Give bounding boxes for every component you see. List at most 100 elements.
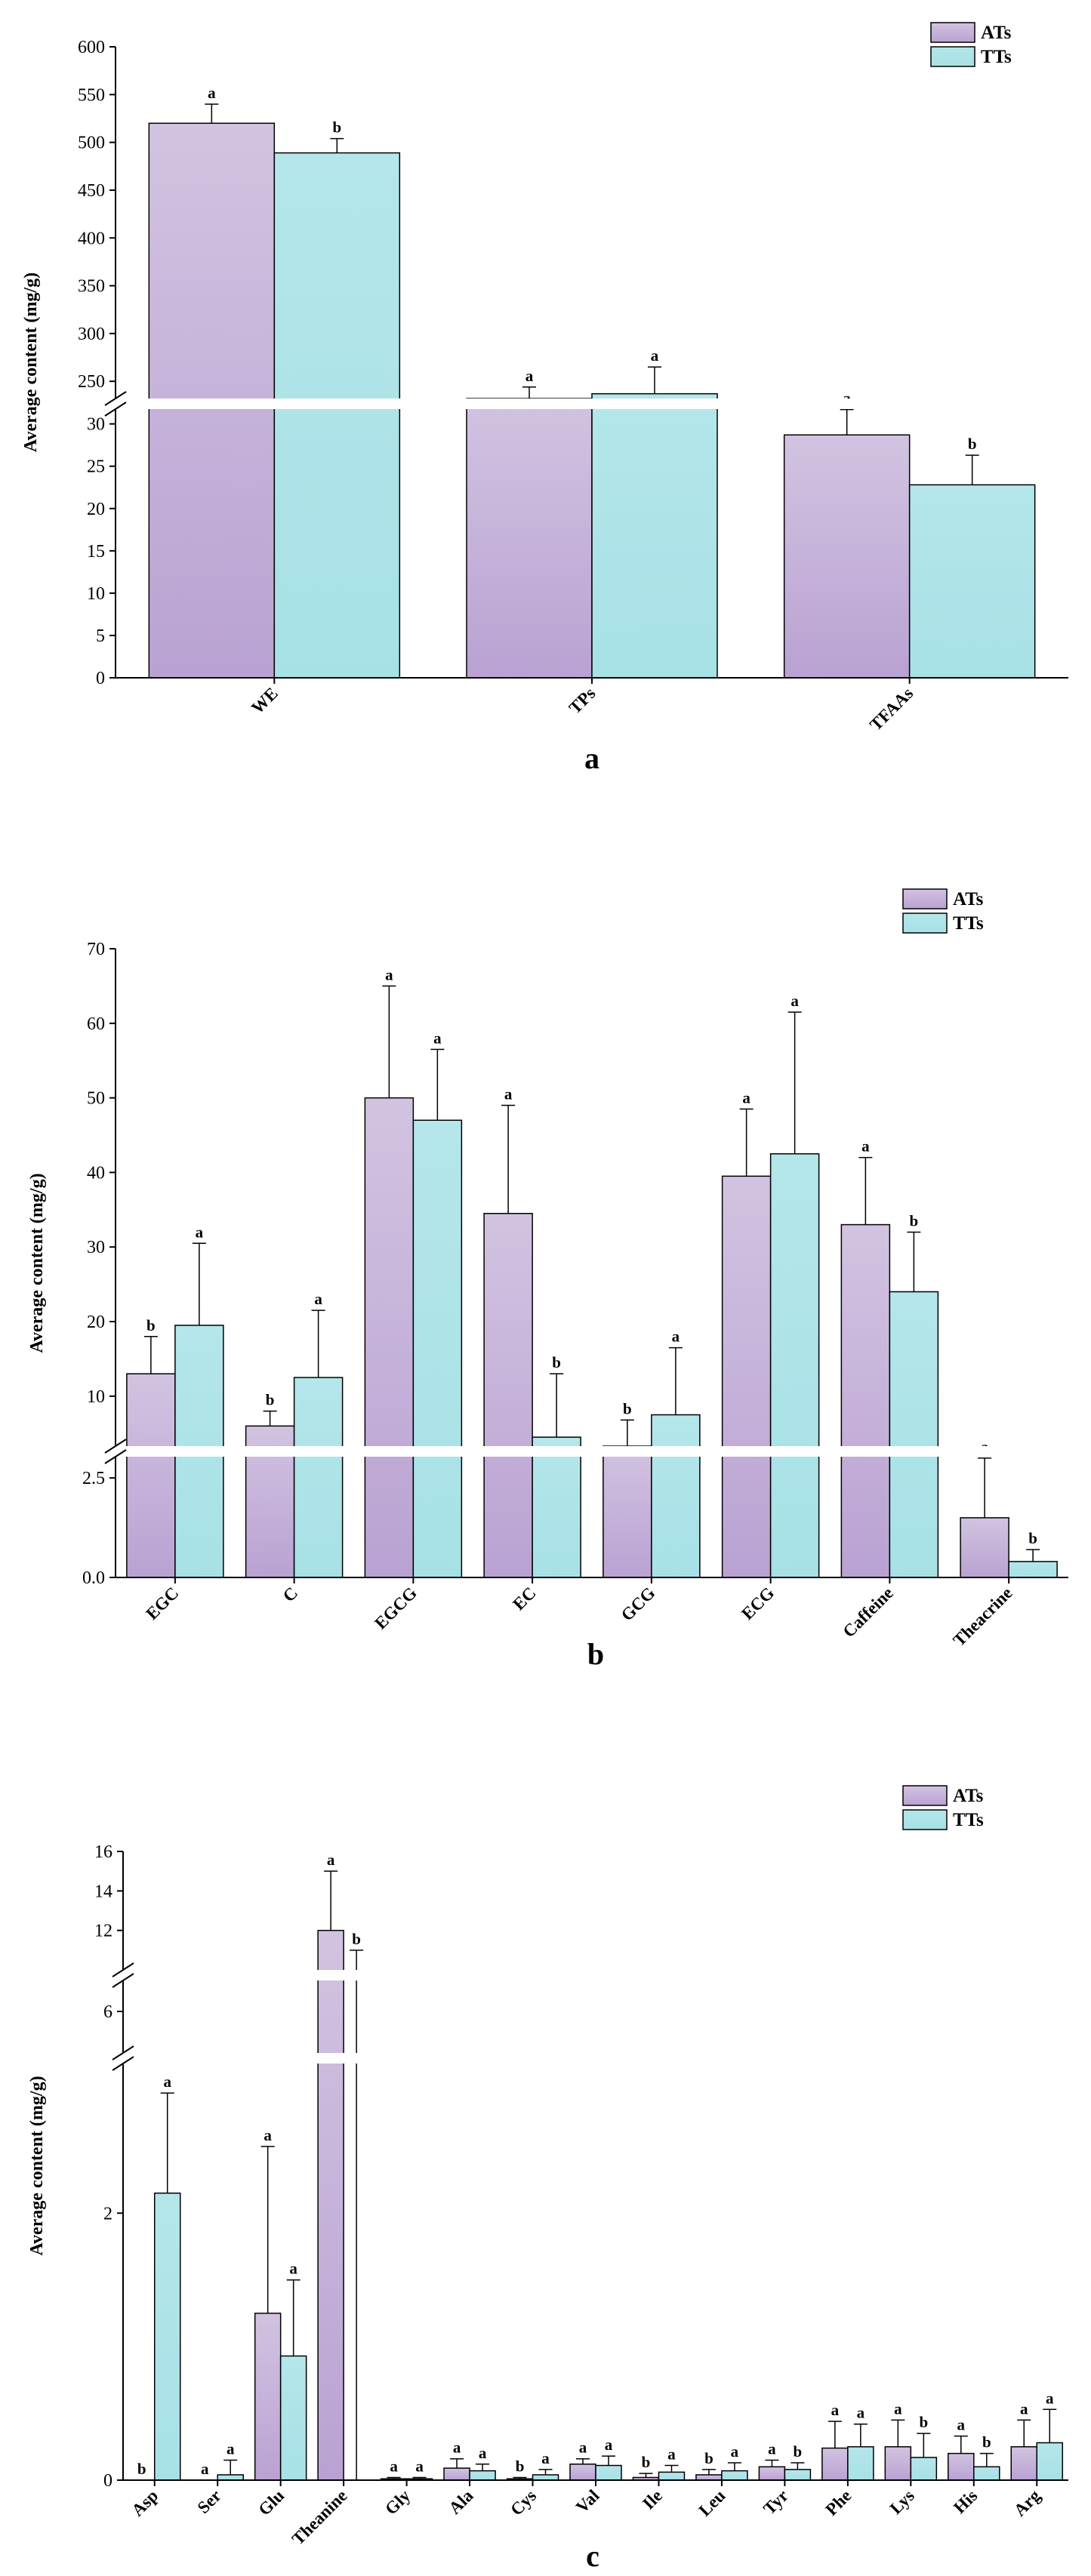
chart-b-bar-ATs-EGC: [126, 1373, 176, 1578]
chart-c-x-tick-label-His: His: [950, 2486, 981, 2517]
chart-c-x-tick-label-Ser: Ser: [194, 2486, 225, 2517]
chart-c-x-tick-label-Tyr: Tyr: [760, 2486, 792, 2519]
chart-a-y-tick-label-y_ticks_lower-1: 5: [96, 626, 105, 646]
chart-c-bar-TTs-Glu: [279, 2355, 307, 2481]
chart-a-axis-break-0: [102, 399, 1074, 409]
chart-a-sig-ATs-TPs: a: [525, 367, 534, 385]
chart-b-x-tick-label-EC: EC: [509, 1583, 539, 1614]
chart-b-axis-break-0: [102, 1446, 1074, 1457]
chart-a-y-tick-label-y_ticks_upper-1: 300: [78, 325, 105, 344]
chart-c-bar-ATs-Theanine: [317, 1929, 344, 2481]
chart-c-bar-ATs-Leu: [695, 2474, 723, 2481]
chart-a-y-tick-label-y_ticks_lower-5: 25: [87, 457, 105, 477]
chart-c-x-tick-label-Glu: Glu: [254, 2486, 288, 2519]
chart-b-bar-ATs-EGCG: [364, 1097, 415, 1578]
chart-c-sig-TTs-Lys: b: [919, 2413, 928, 2431]
chart-c-bar-TTs-Ile: [658, 2471, 686, 2481]
chart-c-sig-TTs-Val: a: [605, 2436, 613, 2454]
chart-c-sig-ATs-Ala: a: [453, 2439, 461, 2457]
chart-a-y-tick-label-y_ticks_upper-2: 350: [78, 277, 105, 297]
chart-b-x-tick-label-GCG: GCG: [618, 1583, 659, 1625]
chart-c-panel-label: c: [586, 2539, 599, 2573]
chart-c-y-tick-label-y_ticks_lower-1: 2: [103, 2204, 112, 2224]
chart-c-bar-ATs-Glu: [254, 2313, 282, 2481]
chart-b-y-tick-label-y_ticks_upper-4: 50: [87, 1089, 105, 1109]
chart-c-x-tick-label-Gly: Gly: [381, 2486, 414, 2519]
chart-b-panel-label: b: [587, 1637, 604, 1671]
chart-c-sig-TTs-Cys: a: [541, 2449, 550, 2467]
chart-a-sig-ATs-TFAAs: a: [843, 389, 851, 408]
chart-c-sig-TTs-Phe: a: [857, 2404, 865, 2422]
chart-c-bar-TTs-His: [973, 2466, 1000, 2481]
chart-a-y-tick-label-y_ticks_lower-6: 30: [87, 415, 105, 435]
chart-b-x-tick-label-ECG: ECG: [738, 1583, 778, 1623]
chart-b-y-tick-label-y_ticks_upper-0: 10: [87, 1387, 105, 1407]
chart-b-bar-TTs-ECG: [769, 1153, 820, 1578]
chart-a-x-tick-label-WE: WE: [248, 684, 282, 718]
chart-c-x-tick-label-Lys: Lys: [886, 2486, 918, 2518]
chart-b-sig-TTs-C: a: [314, 1290, 322, 1308]
chart-a-bar-ATs-TFAAs: [783, 434, 911, 679]
chart-a-legend-label-TTs: TTs: [981, 47, 1012, 67]
chart-c-axis-break-0: [109, 2053, 1074, 2064]
chart-b-x-tick-label-C: C: [279, 1583, 301, 1605]
chart-b-sig-TTs-Theacrine: b: [1028, 1529, 1037, 1547]
chart-c-sig-ATs-Phe: a: [831, 2401, 840, 2419]
chart-a-bar-TTs-WE: [273, 152, 401, 679]
chart-c-sig-TTs-Ile: a: [667, 2445, 676, 2464]
chart-c-sig-ATs-Leu: b: [704, 2449, 713, 2467]
chart-c-x-tick-label-Asp: Asp: [128, 2486, 162, 2520]
chart-b-sig-ATs-Caffeine: a: [861, 1137, 870, 1156]
chart-b-y-tick-label-y_ticks_lower-0: 0.0: [82, 1568, 105, 1588]
chart-a-x-tick-label-TPs: TPs: [566, 684, 599, 718]
chart-a-y-tick-label-y_ticks_upper-6: 550: [78, 85, 105, 105]
chart-b-y-tick-label-y_ticks_lower-1: 2.5: [82, 1469, 105, 1488]
chart-b-legend-label-ATs: ATs: [953, 889, 984, 909]
chart-b-sig-TTs-EC: b: [552, 1353, 561, 1371]
chart-c-legend-swatch-ATs: [902, 1785, 948, 1806]
chart-c-bar-ATs-Val: [569, 2464, 596, 2481]
chart-b-sig-ATs-EC: a: [504, 1085, 513, 1103]
chart-c-sig-ATs-Glu: a: [264, 2126, 272, 2144]
chart-b-y-tick-label-y_ticks_upper-5: 60: [87, 1014, 105, 1034]
chart-b-y-tick-label-y_ticks_upper-2: 30: [87, 1238, 105, 1257]
chart-b-bar-TTs-GCG: [651, 1414, 701, 1578]
chart-a-x-tick-label-TFAAs: TFAAs: [866, 684, 917, 734]
chart-c-sig-ATs-Theanine: a: [327, 1851, 335, 1869]
chart-c-x-tick-label-Theanine: Theanine: [288, 2486, 351, 2549]
chart-c-legend-label-ATs: ATs: [953, 1786, 984, 1806]
chart-c-bar-TTs-Asp: [153, 2192, 181, 2481]
chart-c-x-tick-label-Val: Val: [572, 2486, 603, 2517]
chart-c-sig-TTs-Theanine: b: [352, 1930, 361, 1948]
chart-c-sig-ATs-Asp: b: [137, 2460, 146, 2478]
chart-a-bar-TTs-TFAAs: [908, 484, 1036, 679]
chart-a-y-tick-label-y_ticks_lower-4: 20: [87, 500, 105, 519]
chart-a-y-tick-label-y_ticks_lower-0: 0: [96, 669, 105, 688]
chart-c-sig-ATs-Tyr: a: [768, 2439, 776, 2458]
chart-c-bar-TTs-Lys: [910, 2457, 938, 2481]
chart-c-legend-label-TTs: TTs: [953, 1810, 984, 1830]
chart-b-x-tick-label-EGCG: EGCG: [371, 1583, 421, 1633]
chart-b-sig-ATs-ECG: a: [742, 1088, 750, 1106]
chart-b-y-tick-label-y_ticks_upper-1: 20: [87, 1313, 105, 1332]
chart-b-bar-TTs-Theacrine: [1008, 1561, 1058, 1578]
chart-c-x-tick-label-Ile: Ile: [639, 2486, 666, 2513]
chart-c-bar-ATs-His: [948, 2452, 975, 2481]
chart-b-bar-ATs-EC: [483, 1212, 533, 1578]
chart-b-y-tick-label-y_ticks_upper-3: 40: [87, 1163, 105, 1183]
chart-b-legend-label-TTs: TTs: [953, 913, 984, 934]
chart-b-x-tick-label-EGC: EGC: [142, 1583, 182, 1623]
chart-a-y-tick-label-y_ticks_upper-5: 500: [78, 134, 105, 153]
chart-a-legend-swatch-TTs: [930, 46, 975, 67]
chart-b-bar-ATs-ECG: [721, 1175, 772, 1578]
chart-c-bar-TTs-Tyr: [784, 2469, 812, 2481]
chart-c-sig-ATs-Cys: b: [516, 2457, 525, 2475]
chart-c-sig-TTs-Ser: a: [227, 2439, 235, 2458]
chart-c-y-axis-label: Average content (mg/g): [27, 2076, 47, 2255]
chart-c-y-tick-label-y_ticks_upper-1: 14: [94, 1882, 112, 1901]
chart-b-sig-TTs-Caffeine: b: [910, 1211, 919, 1230]
chart-c-x-tick-label-Leu: Leu: [695, 2486, 729, 2520]
chart-b-sig-ATs-EGC: b: [146, 1316, 156, 1334]
chart-c-sig-ATs-Ile: b: [642, 2453, 651, 2471]
chart-a-panel-label: a: [584, 741, 599, 775]
